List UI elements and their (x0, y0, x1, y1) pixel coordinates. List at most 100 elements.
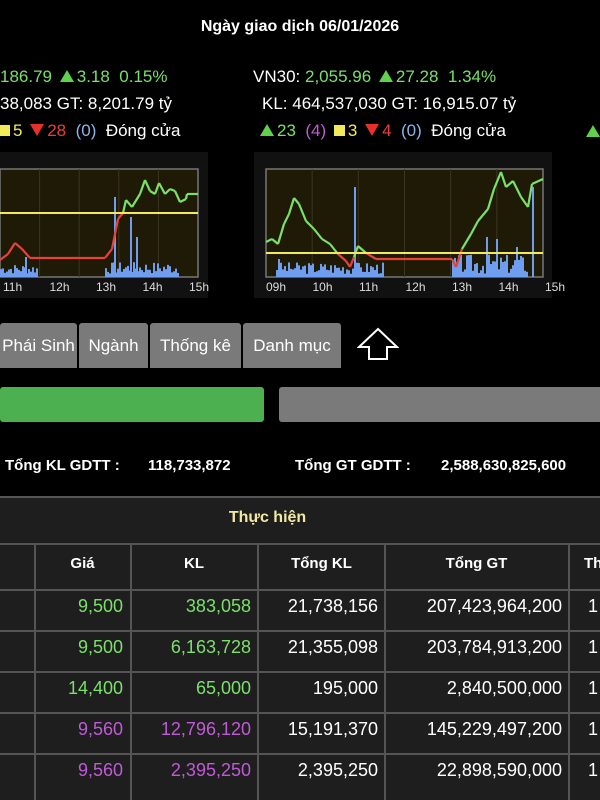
volume-bar (306, 273, 308, 277)
total-kl-label: Tổng KL GDTT : (5, 457, 120, 474)
volume-bar (524, 270, 526, 277)
volume-bar (344, 273, 346, 277)
price-line (461, 233, 472, 250)
index-right-chart[interactable] (254, 152, 552, 298)
index-right-breadth: 23 (4) 3 4 (0) Đóng cửa (257, 121, 506, 141)
volume-bar (32, 267, 34, 277)
volume-bar (165, 269, 167, 277)
volume-bar (474, 264, 476, 277)
price-line (131, 193, 141, 208)
price-line (271, 238, 279, 245)
volume-bar (500, 257, 502, 277)
volume-bar (119, 262, 121, 277)
volume-bar (6, 271, 8, 277)
volume-bar (294, 268, 296, 277)
tab-danh-muc[interactable]: Danh mục (243, 323, 341, 368)
volume-bar (4, 272, 6, 277)
volume-bar (322, 266, 324, 277)
volume-bar (155, 271, 157, 277)
volume-bar (149, 269, 151, 277)
volume-bar (340, 270, 342, 277)
col-header-total-gt[interactable]: Tổng GT (445, 555, 508, 572)
volume-bar (514, 260, 516, 277)
chart-frame (0, 168, 199, 278)
volume-bar (332, 272, 334, 277)
tab-thong-ke[interactable]: Thống kê (150, 323, 241, 368)
volume-bar (282, 269, 284, 277)
volume-bar (312, 263, 314, 277)
price-line (297, 203, 308, 222)
volume-bar (314, 272, 316, 277)
volume-bar (480, 270, 482, 277)
volume-bar (8, 269, 10, 277)
cell-kl: 12,796,120 (160, 719, 251, 739)
volume-bar (288, 262, 290, 277)
price-line (125, 199, 133, 208)
volume-bar (159, 268, 161, 277)
volume-bar (482, 265, 484, 277)
cell-total-gt: 145,229,497,200 (426, 719, 562, 739)
col-header-total-kl[interactable]: Tổng KL (291, 555, 352, 572)
volume-bar (316, 271, 318, 277)
cell-price: 9,560 (77, 760, 123, 780)
arrow-up-icon[interactable] (356, 327, 400, 366)
time-tick: 13h (96, 280, 117, 294)
volume-bar (123, 268, 125, 277)
index-left-chart[interactable] (0, 152, 208, 298)
price-line (348, 256, 356, 268)
cell-total-gt: 2,840,500,000 (446, 678, 562, 698)
unchanged-square-icon (333, 125, 345, 136)
cell-total-kl: 195,000 (312, 678, 378, 698)
time-tick: 14h (498, 280, 519, 294)
volume-bar (452, 260, 454, 277)
total-gt-value: 2,588,630,825,600 (441, 457, 567, 474)
volume-bar (346, 269, 348, 277)
volume-bar (157, 263, 159, 277)
tab-nganh[interactable]: Ngành (79, 323, 148, 368)
price-line (265, 238, 273, 243)
tab-phai-sinh[interactable]: Phái Sinh (0, 323, 77, 368)
price-line (352, 245, 360, 258)
volume-bar (292, 269, 294, 277)
volume-bar (169, 266, 171, 277)
trade-table (0, 497, 600, 800)
volume-bar (133, 262, 135, 277)
price-line (486, 188, 496, 210)
price-line (283, 213, 290, 225)
volume-bar (512, 265, 514, 277)
col-header-price[interactable]: Giá (70, 555, 95, 572)
volume-bar (324, 264, 326, 277)
volume-bar (380, 273, 382, 277)
volume-bar (171, 272, 173, 277)
volume-bar (28, 269, 30, 277)
price-line (184, 193, 189, 200)
price-line (531, 177, 544, 186)
volume-bar (151, 273, 153, 277)
volume-bar (382, 262, 384, 277)
volume-bar (532, 187, 534, 277)
col-header-extra[interactable]: Th (584, 555, 600, 572)
volume-bar (14, 265, 16, 277)
time-tick: 09h (266, 280, 287, 294)
volume-bar (298, 265, 300, 277)
volume-bar (278, 259, 280, 277)
cell-total-gt: 203,784,913,200 (426, 637, 562, 657)
time-tick: 11h (359, 280, 379, 294)
volume-bar (376, 264, 378, 277)
volume-bar (177, 272, 179, 277)
volume-bar (136, 237, 138, 277)
unchanged-square-icon (0, 125, 10, 136)
volume-bar (10, 268, 12, 277)
price-line (470, 220, 479, 235)
price-line (138, 179, 147, 195)
volume-bar (354, 187, 356, 277)
price-line (337, 253, 347, 262)
volume-bar (502, 262, 504, 277)
volume-bar (290, 268, 292, 277)
cell-total-gt: 22,898,590,000 (436, 760, 562, 780)
volume-bar (372, 267, 374, 277)
volume-bar (466, 255, 468, 277)
price-line (104, 248, 113, 259)
cell-extra: 1 (588, 719, 599, 739)
col-header-kl[interactable]: KL (184, 555, 204, 572)
